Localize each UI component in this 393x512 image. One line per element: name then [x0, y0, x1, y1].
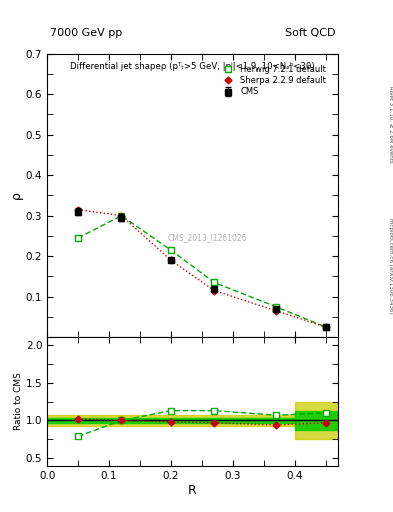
Herwig 7.2.1 default [119, 212, 124, 219]
Line: Sherpa 2.2.9 default: Sherpa 2.2.9 default [76, 207, 328, 329]
Text: Rivet 3.1.10, ≥ 2.6M events: Rivet 3.1.10, ≥ 2.6M events [388, 86, 393, 163]
Y-axis label: ρ: ρ [10, 191, 23, 199]
Text: CMS_2013_I1261026: CMS_2013_I1261026 [167, 233, 247, 243]
Herwig 7.2.1 default [323, 324, 328, 330]
Herwig 7.2.1 default [212, 280, 217, 286]
Sherpa 2.2.9 default [169, 257, 173, 263]
Herwig 7.2.1 default [274, 304, 279, 310]
Y-axis label: Ratio to CMS: Ratio to CMS [14, 373, 23, 431]
Text: Soft QCD: Soft QCD [285, 28, 335, 38]
Sherpa 2.2.9 default [323, 324, 328, 330]
X-axis label: R: R [188, 483, 197, 497]
Sherpa 2.2.9 default [274, 308, 279, 314]
Text: mcplots.cern.ch [arXiv:1306.3436]: mcplots.cern.ch [arXiv:1306.3436] [388, 219, 393, 314]
Herwig 7.2.1 default [76, 235, 81, 241]
Legend: Herwig 7.2.1 default, Sherpa 2.2.9 default, CMS: Herwig 7.2.1 default, Sherpa 2.2.9 defau… [217, 63, 328, 98]
Sherpa 2.2.9 default [212, 288, 217, 294]
Text: 7000 GeV pp: 7000 GeV pp [50, 28, 122, 38]
Herwig 7.2.1 default [169, 247, 173, 253]
Sherpa 2.2.9 default [76, 206, 81, 212]
Text: Differential jet shapeρ (pᵀₜ>5 GeV, |ηʲ|<1.9, 10<Nₑʰ<30): Differential jet shapeρ (pᵀₜ>5 GeV, |ηʲ|… [70, 62, 315, 71]
Line: Herwig 7.2.1 default: Herwig 7.2.1 default [75, 212, 329, 330]
Sherpa 2.2.9 default [119, 212, 124, 219]
